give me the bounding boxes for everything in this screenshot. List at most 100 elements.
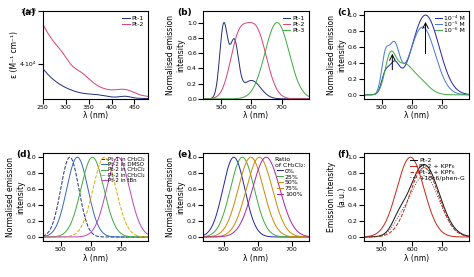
25% xyxy=(239,156,245,159)
Pt-1 in CH₂Cl₂ xyxy=(101,235,107,238)
+18c6/phen-G xyxy=(441,210,447,213)
Pt-3 xyxy=(201,97,206,101)
Pt-2 xyxy=(361,235,366,239)
Pt-2 + KPF₆ xyxy=(441,208,447,212)
0% xyxy=(231,156,237,159)
+18c6/phen-G xyxy=(422,174,428,178)
Pt-2 in CH₂Cl₂ xyxy=(131,235,137,238)
Pt-1 xyxy=(146,97,151,100)
Y-axis label: Normalised emission
intensity: Normalised emission intensity xyxy=(6,157,25,237)
Pt-2 in tBn xyxy=(101,198,107,201)
10⁻⁶ M xyxy=(361,93,366,96)
Pt-2 in CH₂Cl₂ xyxy=(101,188,107,191)
Pt-2 + KPF₆ xyxy=(408,156,413,159)
10⁻⁶ M xyxy=(452,93,457,96)
10⁻⁵ M xyxy=(361,93,366,96)
Pt-2 xyxy=(120,88,126,91)
75% xyxy=(268,180,273,184)
Pt-3 xyxy=(292,69,297,73)
75% xyxy=(256,156,262,159)
Line: +18c6/phen-G: +18c6/phen-G xyxy=(364,176,469,237)
Line: 100%: 100% xyxy=(203,157,309,237)
Pt-1 xyxy=(46,74,52,77)
Line: 10⁻⁶ M: 10⁻⁶ M xyxy=(364,51,469,95)
Line: Pt-2 in CH₂Cl₂: Pt-2 in CH₂Cl₂ xyxy=(43,157,148,237)
Pt-2 in tBn xyxy=(40,235,46,239)
Line: Pt-2: Pt-2 xyxy=(364,165,469,237)
0% xyxy=(207,229,212,232)
Pt-2 in DMSO xyxy=(107,235,113,238)
Pt-2 in CH₂Cl₂ xyxy=(104,199,110,202)
100% xyxy=(207,235,212,239)
Pt-2 in tBn xyxy=(115,156,121,159)
75% xyxy=(207,235,212,238)
Pt-1 xyxy=(221,21,227,24)
+18c6/phen-G xyxy=(425,176,431,179)
Text: (c): (c) xyxy=(337,7,351,17)
Pt-2 xyxy=(422,163,428,166)
Pt-2 in DMSO xyxy=(120,235,126,239)
Pt-3 xyxy=(281,30,286,34)
Pt-1 xyxy=(131,96,137,99)
10⁻⁵ M xyxy=(441,77,447,80)
Line: Pt-2 + KPF₆: Pt-2 + KPF₆ xyxy=(364,168,469,237)
Pt-2 + KPF₆ xyxy=(367,234,373,238)
Legend: 10⁻⁴ M, 10⁻⁵ M, 10⁻⁶ M: 10⁻⁴ M, 10⁻⁵ M, 10⁻⁶ M xyxy=(433,14,466,35)
25% xyxy=(207,234,212,237)
Pt-3 xyxy=(264,42,270,46)
100% xyxy=(268,160,273,163)
Pt-2 xyxy=(131,91,137,94)
X-axis label: λ (nm): λ (nm) xyxy=(83,111,108,120)
10⁻⁶ M xyxy=(425,84,431,87)
10⁻⁴ M xyxy=(422,14,428,17)
Pt-2 + KPF₆ xyxy=(425,201,431,204)
Pt-2 + KPF₆ xyxy=(361,235,366,238)
Pt-2 + KPF₆ xyxy=(466,235,472,238)
Pt-2 xyxy=(207,97,212,100)
10⁻⁶ M xyxy=(367,93,373,96)
10⁻⁶ M xyxy=(389,49,394,53)
10⁻⁵ M xyxy=(428,39,434,43)
Pt-2 in CH₂Cl₂ xyxy=(120,233,126,236)
75% xyxy=(306,235,311,238)
Pt-2 + KPF₆ xyxy=(466,235,472,239)
Line: 10⁻⁴ M: 10⁻⁴ M xyxy=(364,15,469,95)
50% xyxy=(264,202,270,205)
Line: 25%: 25% xyxy=(203,157,309,237)
X-axis label: λ (nm): λ (nm) xyxy=(243,254,269,263)
Pt-2 in CH₂Cl₂ xyxy=(146,235,151,238)
Text: (d): (d) xyxy=(16,150,31,159)
+18c6/phen-G xyxy=(421,174,427,177)
Pt-2 in CH₂Cl₂ xyxy=(90,156,95,159)
Pt-2 xyxy=(46,34,52,37)
Pt-2 in CH₂Cl₂ xyxy=(101,156,107,159)
Text: (b): (b) xyxy=(177,7,191,17)
Pt-2 in DMSO xyxy=(46,233,52,236)
Pt-2 + KPF₆ xyxy=(422,166,428,170)
Pt-1 in CH₂Cl₂ xyxy=(131,235,137,239)
10⁻⁴ M xyxy=(425,15,431,18)
Y-axis label: ε (M⁻¹ cm⁻¹): ε (M⁻¹ cm⁻¹) xyxy=(10,32,19,78)
0% xyxy=(281,235,286,239)
50% xyxy=(207,235,212,238)
Pt-2 xyxy=(107,88,113,91)
Line: Pt-1 in CH₂Cl₂: Pt-1 in CH₂Cl₂ xyxy=(43,157,148,237)
Pt-2 in tBn xyxy=(120,162,126,166)
0% xyxy=(264,235,270,238)
Pt-2 in tBn xyxy=(107,173,113,177)
50% xyxy=(262,191,267,195)
Pt-2 + KPF₆ xyxy=(367,235,373,238)
Pt-1 xyxy=(306,97,311,101)
Pt-3 xyxy=(268,32,273,35)
Pt-1 xyxy=(104,94,109,98)
Pt-2 xyxy=(264,59,270,62)
75% xyxy=(262,162,267,165)
10⁻⁴ M xyxy=(452,85,457,89)
50% xyxy=(292,235,297,238)
Pt-1 in CH₂Cl₂ xyxy=(40,234,46,238)
10⁻⁵ M xyxy=(422,27,428,30)
Pt-2 xyxy=(104,88,109,91)
Pt-2 xyxy=(428,170,434,174)
10⁻⁴ M xyxy=(428,20,434,23)
Pt-2 in DMSO xyxy=(146,235,151,239)
